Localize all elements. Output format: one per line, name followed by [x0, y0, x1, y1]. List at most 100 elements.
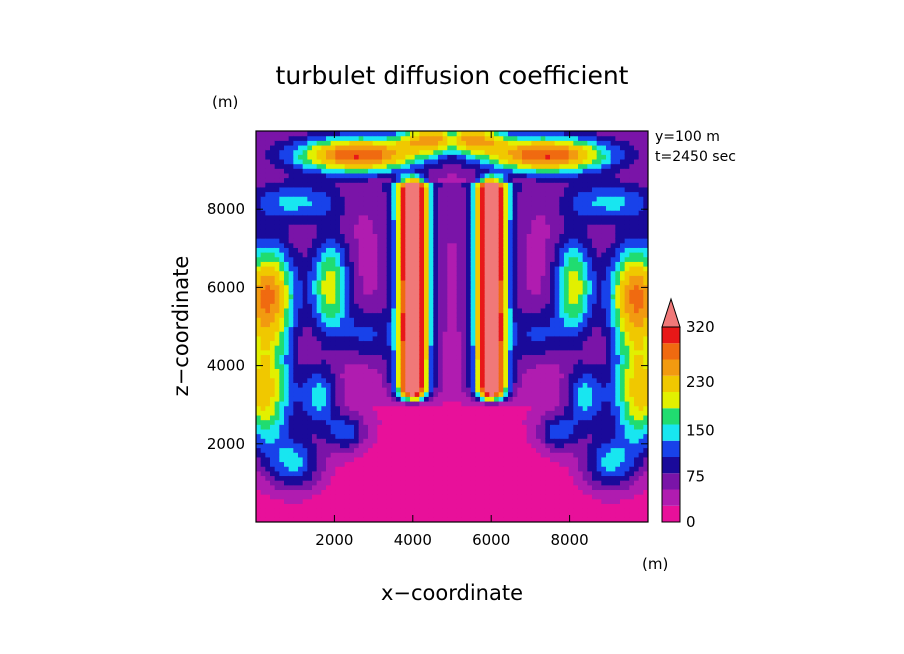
- contour-cell: [372, 317, 378, 323]
- contour-cell: [382, 182, 388, 188]
- contour-cell: [284, 489, 290, 495]
- contour-cell: [396, 270, 402, 276]
- contour-cell: [480, 131, 486, 137]
- contour-cell: [302, 442, 308, 449]
- contour-cell: [414, 410, 420, 416]
- contour-cell: [442, 368, 448, 374]
- contour-cell: [377, 144, 383, 151]
- contour-cell: [307, 359, 313, 365]
- contour-cell: [316, 335, 322, 342]
- contour-cell: [312, 293, 318, 300]
- contour-cell: [363, 503, 369, 509]
- contour-cell: [508, 368, 514, 374]
- contour-cell: [288, 410, 294, 416]
- contour-cell: [316, 312, 322, 318]
- contour-cell: [475, 508, 481, 514]
- contour-cell: [270, 396, 276, 402]
- contour-cell: [307, 373, 313, 379]
- contour-cell: [410, 349, 416, 356]
- contour-cell: [470, 447, 476, 453]
- contour-cell: [419, 461, 425, 467]
- contour-cell: [344, 480, 350, 486]
- contour-cell: [400, 289, 406, 295]
- contour-cell: [335, 205, 341, 211]
- contour-cell: [498, 312, 504, 318]
- contour-cell: [265, 442, 271, 449]
- contour-cell: [274, 321, 280, 328]
- contour-cell: [461, 177, 467, 183]
- contour-cell: [377, 172, 383, 179]
- contour-cell: [428, 200, 434, 207]
- contour-cell: [330, 252, 336, 258]
- contour-cell: [382, 265, 388, 272]
- contour-cell: [503, 219, 509, 225]
- contour-cell: [433, 214, 439, 221]
- contour-cell: [400, 154, 406, 160]
- contour-cell: [340, 265, 346, 272]
- contour-cell: [354, 442, 360, 449]
- contour-cell: [265, 377, 271, 383]
- contour-cell: [508, 196, 514, 202]
- contour-cell: [503, 144, 509, 151]
- contour-cell: [344, 158, 350, 165]
- contour-cell: [456, 335, 462, 342]
- contour-cell: [270, 480, 276, 486]
- contour-cell: [466, 354, 472, 360]
- contour-cell: [293, 391, 299, 397]
- contour-cell: [302, 424, 308, 430]
- contour-cell: [512, 131, 518, 137]
- contour-cell: [498, 447, 504, 453]
- contour-cell: [475, 354, 481, 360]
- contour-cell: [344, 261, 350, 267]
- contour-cell: [316, 424, 322, 430]
- contour-cell: [512, 419, 518, 425]
- contour-cell: [508, 387, 514, 393]
- contour-cell: [330, 377, 336, 383]
- contour-cell: [302, 331, 308, 337]
- contour-cell: [503, 135, 509, 141]
- contour-cell: [260, 247, 266, 253]
- contour-cell: [265, 466, 271, 472]
- contour-cell: [349, 480, 355, 486]
- contour-cell: [372, 177, 378, 183]
- contour-cell: [456, 461, 462, 467]
- contour-cell: [522, 298, 528, 304]
- contour-cell: [316, 410, 322, 416]
- contour-cell: [438, 447, 444, 453]
- contour-cell: [363, 256, 369, 262]
- contour-cell: [316, 279, 322, 286]
- contour-cell: [377, 279, 383, 286]
- contour-cell: [312, 438, 318, 444]
- contour-cell: [419, 275, 425, 281]
- contour-cell: [330, 140, 336, 146]
- contour-cell: [288, 177, 294, 183]
- contour-cell: [498, 289, 504, 295]
- contour-cell: [452, 256, 458, 262]
- contour-cell: [335, 489, 341, 495]
- contour-cell: [480, 349, 486, 356]
- contour-cell: [377, 303, 383, 309]
- contour-cell: [344, 363, 350, 369]
- contour-cell: [274, 312, 280, 318]
- contour-cell: [484, 373, 490, 379]
- contour-cell: [321, 461, 327, 467]
- contour-cell: [284, 238, 290, 244]
- contour-cell: [512, 233, 518, 239]
- contour-cell: [424, 312, 430, 318]
- contour-cell: [256, 326, 262, 332]
- contour-cell: [419, 405, 425, 411]
- contour-cell: [382, 368, 388, 374]
- contour-cell: [326, 284, 332, 290]
- contour-cell: [326, 135, 332, 141]
- contour-cell: [260, 256, 266, 262]
- contour-cell: [424, 489, 430, 495]
- contour-cell: [466, 238, 472, 244]
- contour-cell: [368, 340, 374, 346]
- contour-cell: [498, 452, 504, 458]
- contour-cell: [424, 191, 430, 197]
- contour-cell: [279, 410, 285, 416]
- contour-cell: [517, 508, 523, 514]
- contour-cell: [400, 368, 406, 374]
- contour-cell: [503, 275, 509, 281]
- contour-cell: [503, 149, 509, 155]
